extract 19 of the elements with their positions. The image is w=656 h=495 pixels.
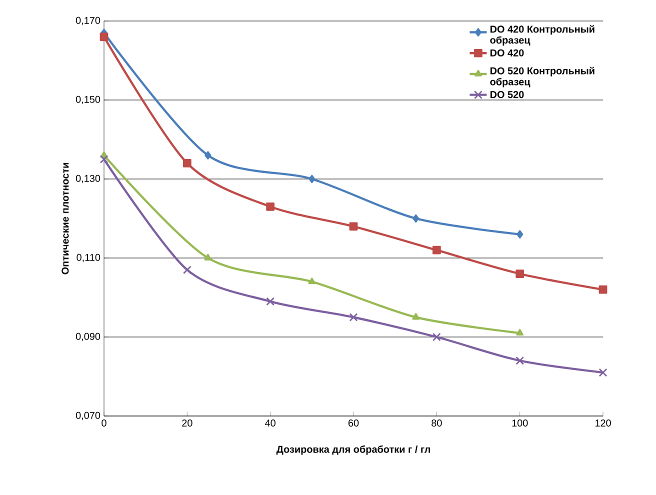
legend-label: DO 420 Контрольный образец [490, 25, 594, 46]
x-tick-label: 60 [348, 420, 359, 427]
legend-label: DO 520 Контрольный образец [490, 66, 594, 88]
y-tick-label: 0,110 [76, 254, 100, 262]
x-tick-label: 20 [182, 420, 192, 427]
y-tick-label: 0,090 [76, 332, 100, 342]
x-axis-title: Дозировка для обработки г / гл [276, 445, 430, 455]
y-tick-label: 0,170 [76, 16, 100, 26]
y-axis-title: Оптические плотности [62, 162, 69, 274]
y-tick-label: 0,070 [76, 412, 100, 420]
y-tick-label: 0,150 [76, 96, 100, 104]
x-tick-label: 120 [595, 420, 611, 427]
x-tick-label: 0 [102, 420, 106, 427]
x-tick-label: 100 [512, 420, 528, 427]
x-tick-label: 80 [432, 420, 442, 427]
x-tick-label: 40 [265, 420, 276, 427]
legend-label: DO 520 [490, 91, 524, 98]
legend-label: DO 420 [490, 49, 524, 56]
y-tick-label: 0,130 [76, 174, 100, 184]
